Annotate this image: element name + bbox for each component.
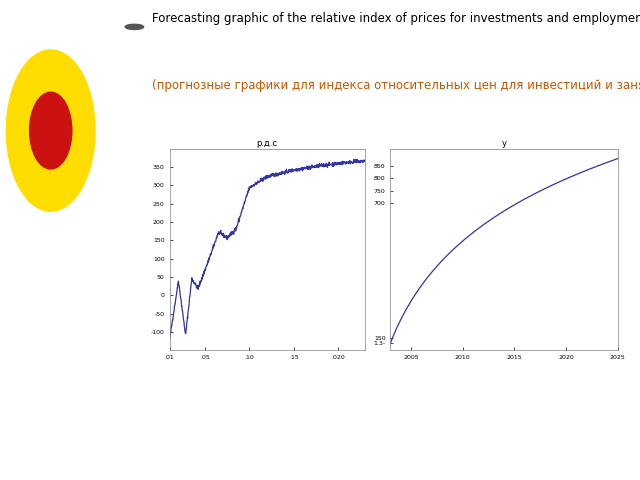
Circle shape — [125, 24, 143, 29]
Title: р.д.с: р.д.с — [257, 139, 278, 148]
Circle shape — [6, 50, 95, 211]
Circle shape — [29, 92, 72, 169]
Title: y: y — [502, 139, 506, 148]
Text: Forecasting graphic of the relative index of prices for investments and employme: Forecasting graphic of the relative inde… — [152, 12, 640, 25]
Polygon shape — [13, 58, 89, 190]
Text: (прогнозные графики для индекса относительных цен для инвестиций и занятости нас: (прогнозные графики для индекса относите… — [152, 79, 640, 92]
